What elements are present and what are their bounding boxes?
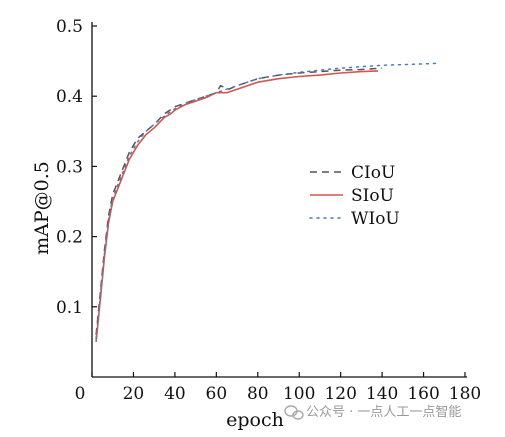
y-axis-title: mAP@0.5 (31, 161, 53, 255)
axes: 0 20 40 60 80 100 120 140 160 180 0.1 0.2 0.3 0.4 0.5 (56, 17, 481, 404)
watermark: 公众号 · 一点人工一点智能 (284, 405, 461, 420)
x-tick-label-0: 0 (75, 384, 86, 404)
x-tick-label-6: 120 (324, 384, 356, 404)
watermark-text: 公众号 · 一点人工一点智能 (306, 405, 461, 420)
x-tick-label-3: 60 (206, 384, 228, 404)
x-tick-label-7: 140 (366, 384, 398, 404)
series-line-siou (95, 70, 379, 342)
series-layer (95, 62, 441, 342)
legend-label-siou: SIoU (351, 186, 394, 206)
y-tick-label-3: 0.4 (56, 87, 83, 107)
x-tick-label-9: 180 (449, 384, 481, 404)
x-tick-label-1: 20 (123, 384, 145, 404)
y-tick-label-2: 0.3 (56, 157, 83, 177)
y-tick-label-4: 0.5 (56, 17, 83, 37)
legend-label-ciou: CIoU (351, 163, 395, 183)
legend: CIoU SIoU WIoU (309, 163, 400, 229)
legend-label-wiou: WIoU (351, 209, 400, 229)
wechat-icon (284, 405, 304, 420)
y-tick-label-0: 0.1 (56, 298, 83, 318)
x-tick-label-2: 40 (164, 384, 186, 404)
x-tick-label-5: 100 (283, 384, 315, 404)
y-tick-label-1: 0.2 (56, 228, 83, 248)
x-axis-title: epoch (226, 409, 284, 431)
series-line-wiou (95, 62, 441, 340)
series-line-ciou (95, 67, 383, 335)
x-tick-label-8: 160 (407, 384, 439, 404)
x-tick-label-4: 80 (247, 384, 269, 404)
